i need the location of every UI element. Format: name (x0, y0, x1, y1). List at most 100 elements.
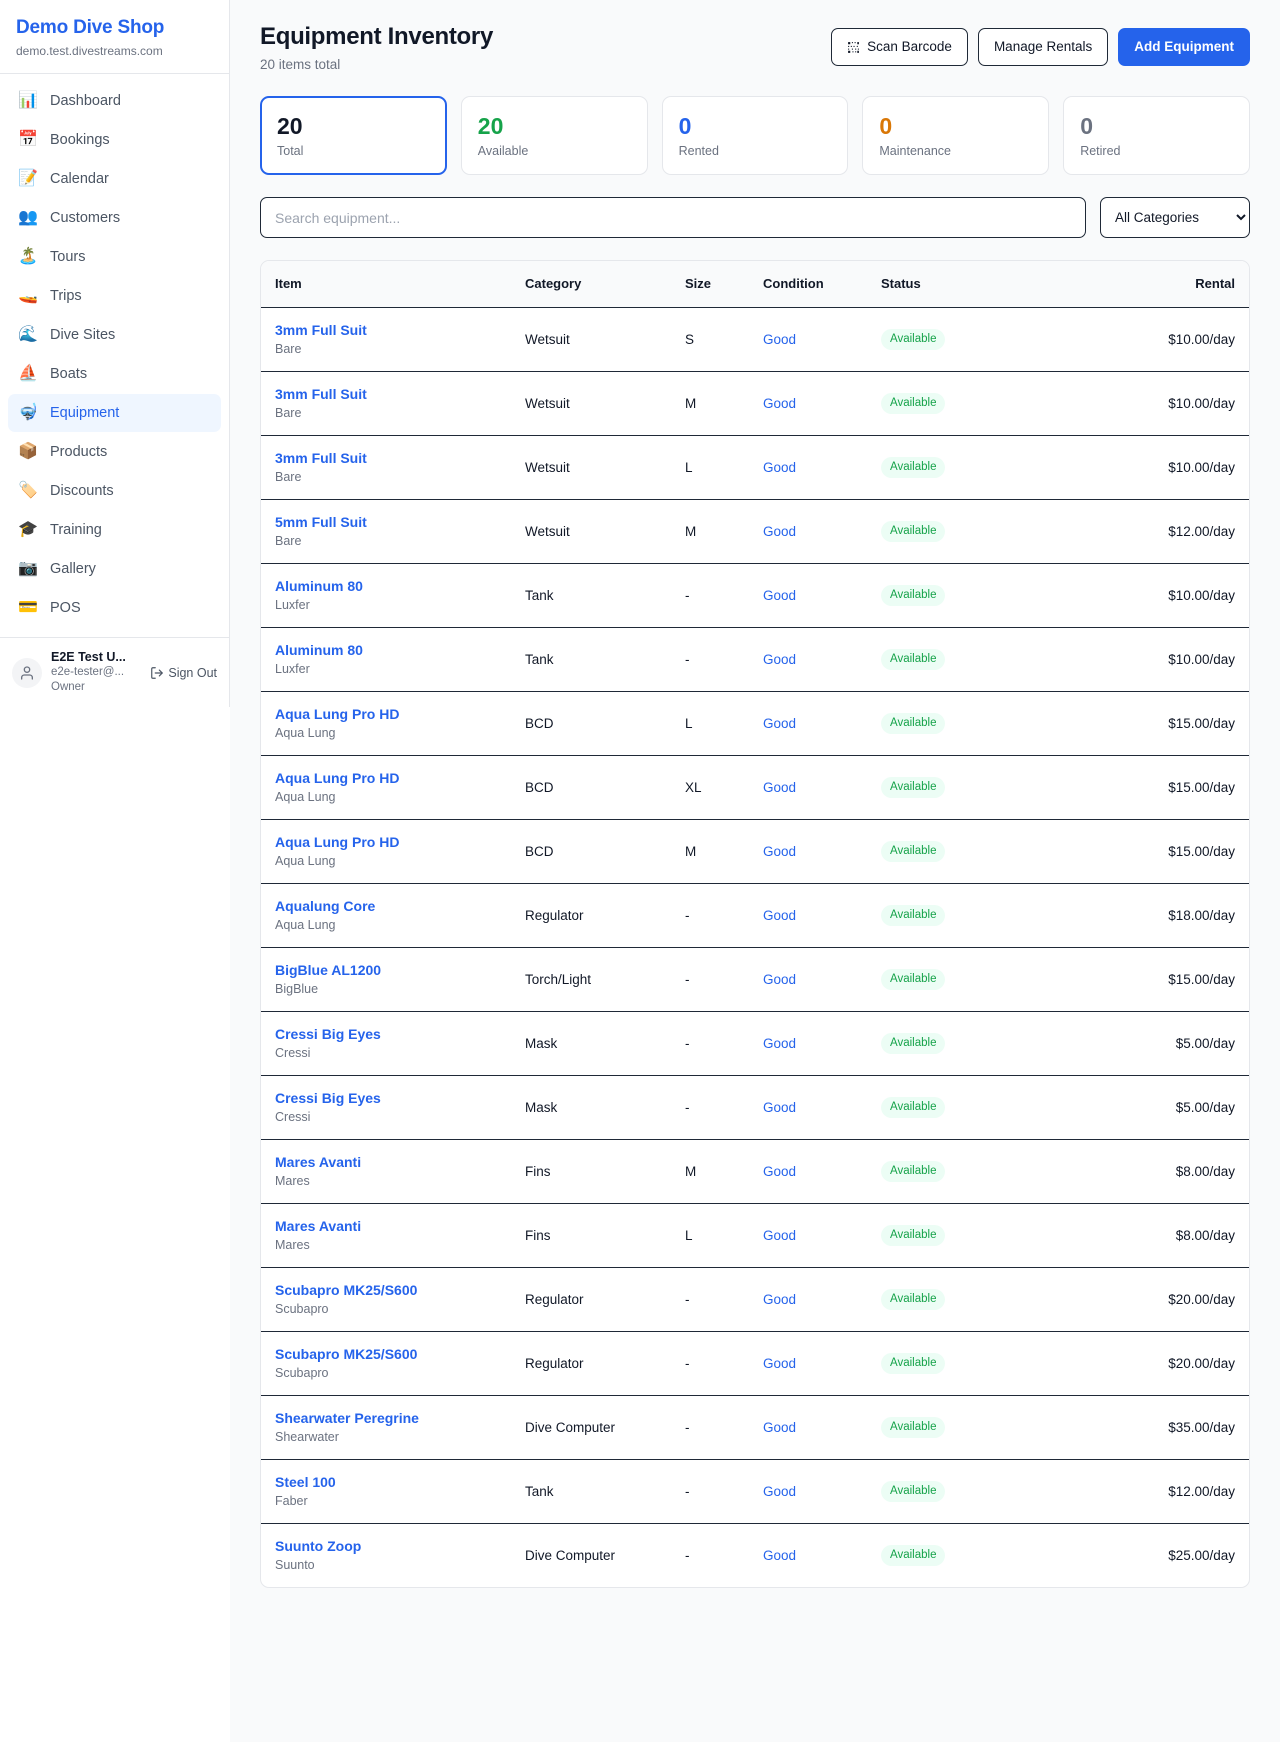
condition-link[interactable]: Good (763, 523, 797, 539)
table-row[interactable]: Aqualung Core Aqua Lung Regulator - Good Avai… (261, 883, 1249, 948)
sidebar-item-label: Training (50, 522, 102, 538)
sidebar-item-discounts[interactable]: 🏷️ Discounts (8, 472, 221, 510)
condition-link[interactable]: Good (763, 1227, 797, 1243)
item-name-link[interactable]: 3mm Full Suit (275, 386, 367, 402)
condition-link[interactable]: Good (763, 1163, 797, 1179)
table-row[interactable]: Steel 100 Faber Tank - Good Available $12.00/d… (261, 1459, 1249, 1524)
condition-link[interactable]: Good (763, 1483, 797, 1499)
table-row[interactable]: Suunto Zoop Suunto Dive Computer - Good Avail… (261, 1524, 1249, 1588)
item-name-link[interactable]: Suunto Zoop (275, 1538, 362, 1554)
table-row[interactable]: 3mm Full Suit Bare Wetsuit M Good Available $1… (261, 371, 1249, 436)
item-name-link[interactable]: Aluminum 80 (275, 578, 363, 594)
column-header-status[interactable]: Status (867, 261, 997, 308)
table-row[interactable]: 5mm Full Suit Bare Wetsuit M Good Available $1… (261, 499, 1249, 564)
table-row[interactable]: Mares Avanti Mares Fins L Good Available $8.00… (261, 1203, 1249, 1268)
sidebar-item-pos[interactable]: 💳 POS (8, 589, 221, 627)
condition-link[interactable]: Good (763, 459, 797, 475)
column-header-category[interactable]: Category (511, 261, 671, 308)
sign-out-button[interactable]: Sign Out (150, 666, 217, 680)
manage-rentals-button[interactable]: Manage Rentals (977, 28, 1109, 66)
condition-link[interactable]: Good (763, 395, 797, 411)
table-row[interactable]: Cressi Big Eyes Cressi Mask - Good Available $… (261, 1011, 1249, 1076)
condition-link[interactable]: Good (763, 651, 797, 667)
sidebar-item-gallery[interactable]: 📷 Gallery (8, 550, 221, 588)
sidebar-item-tours[interactable]: 🏝️ Tours (8, 238, 221, 276)
stat-card-total[interactable]: 20 Total (260, 96, 447, 175)
column-header-rental[interactable]: Rental (997, 261, 1249, 308)
scan-barcode-button[interactable]: Scan Barcode (831, 28, 968, 66)
sidebar-item-trips[interactable]: 🚤 Trips (8, 277, 221, 315)
cell-size: - (671, 1395, 749, 1460)
table-row[interactable]: Aqua Lung Pro HD Aqua Lung BCD M Good Availab… (261, 819, 1249, 884)
condition-link[interactable]: Good (763, 971, 797, 987)
item-name-link[interactable]: Scubapro MK25/S600 (275, 1282, 418, 1298)
stat-card-rented[interactable]: 0 Rented (661, 96, 849, 175)
item-name-link[interactable]: 5mm Full Suit (275, 514, 367, 530)
table-row[interactable]: Aqua Lung Pro HD Aqua Lung BCD L Good Availab… (261, 691, 1249, 756)
sidebar-item-label: Trips (50, 288, 82, 304)
item-name-link[interactable]: Shearwater Peregrine (275, 1410, 419, 1426)
condition-link[interactable]: Good (763, 1355, 797, 1371)
column-header-condition[interactable]: Condition (749, 261, 867, 308)
item-name-link[interactable]: Aqua Lung Pro HD (275, 770, 400, 786)
condition-link[interactable]: Good (763, 1291, 797, 1307)
stat-card-available[interactable]: 20 Available (460, 96, 648, 175)
condition-link[interactable]: Good (763, 907, 797, 923)
cell-item: Aqua Lung Pro HD Aqua Lung (261, 755, 511, 820)
table-row[interactable]: Aqua Lung Pro HD Aqua Lung BCD XL Good Availa… (261, 755, 1249, 820)
main-content: Equipment Inventory 20 items total (230, 0, 1280, 1742)
item-name-link[interactable]: BigBlue AL1200 (275, 962, 382, 978)
sidebar-item-training[interactable]: 🎓 Training (8, 511, 221, 549)
add-equipment-button[interactable]: Add Equipment (1118, 28, 1250, 66)
item-name-link[interactable]: Cressi Big Eyes (275, 1026, 381, 1042)
table-row[interactable]: Mares Avanti Mares Fins M Good Available $8.00… (261, 1139, 1249, 1204)
condition-link[interactable]: Good (763, 1035, 797, 1051)
page-subtitle: 20 items total (260, 57, 341, 72)
sidebar-item-equipment[interactable]: 🤿 Equipment (8, 394, 221, 432)
table-row[interactable]: BigBlue AL1200 BigBlue Torch/Light - Good Ava… (261, 947, 1249, 1012)
table-row[interactable]: Scubapro MK25/S600 Scubapro Regulator - Good… (261, 1331, 1249, 1396)
search-input[interactable] (260, 197, 1086, 238)
item-name-link[interactable]: Aqua Lung Pro HD (275, 834, 400, 850)
column-header-size[interactable]: Size (671, 261, 749, 308)
column-header-item[interactable]: Item (261, 261, 511, 308)
condition-link[interactable]: Good (763, 331, 797, 347)
table-row[interactable]: Scubapro MK25/S600 Scubapro Regulator - Good… (261, 1267, 1249, 1332)
sidebar-item-customers[interactable]: 👥 Customers (8, 199, 221, 237)
sidebar-item-bookings[interactable]: 📅 Bookings (8, 121, 221, 159)
table-row[interactable]: Aluminum 80 Luxfer Tank - Good Available $10.0… (261, 563, 1249, 628)
item-name-link[interactable]: Aluminum 80 (275, 642, 363, 658)
sidebar-item-dashboard[interactable]: 📊 Dashboard (8, 82, 221, 120)
stat-card-maintenance[interactable]: 0 Maintenance (862, 96, 1050, 175)
stat-card-retired[interactable]: 0 Retired (1063, 96, 1250, 175)
condition-link[interactable]: Good (763, 1099, 797, 1115)
item-name-link[interactable]: Mares Avanti (275, 1218, 362, 1234)
table-row[interactable]: 3mm Full Suit Bare Wetsuit S Good Available $1… (261, 307, 1249, 372)
sidebar-item-calendar[interactable]: 📝 Calendar (8, 160, 221, 198)
item-name-link[interactable]: 3mm Full Suit (275, 322, 367, 338)
table-row[interactable]: Cressi Big Eyes Cressi Mask - Good Available $… (261, 1075, 1249, 1140)
table-row[interactable]: 3mm Full Suit Bare Wetsuit L Good Available $1… (261, 435, 1249, 500)
item-name-link[interactable]: Cressi Big Eyes (275, 1090, 381, 1106)
condition-link[interactable]: Good (763, 843, 797, 859)
item-name-link[interactable]: Mares Avanti (275, 1154, 362, 1170)
condition-link[interactable]: Good (763, 779, 797, 795)
cell-rental: $15.00/day (997, 755, 1249, 820)
condition-link[interactable]: Good (763, 1547, 797, 1563)
item-name-link[interactable]: 3mm Full Suit (275, 450, 367, 466)
condition-link[interactable]: Good (763, 1419, 797, 1435)
category-filter-select[interactable]: All Categories (1100, 197, 1250, 238)
sidebar-item-boats[interactable]: ⛵ Boats (8, 355, 221, 393)
item-name-link[interactable]: Aqua Lung Pro HD (275, 706, 400, 722)
table-row[interactable]: Aluminum 80 Luxfer Tank - Good Available $10.0… (261, 627, 1249, 692)
item-name-link[interactable]: Aqualung Core (275, 898, 376, 914)
table-row[interactable]: Shearwater Peregrine Shearwater Dive Compu… (261, 1395, 1249, 1460)
sidebar-item-products[interactable]: 📦 Products (8, 433, 221, 471)
sidebar-item-dive-sites[interactable]: 🌊 Dive Sites (8, 316, 221, 354)
condition-link[interactable]: Good (763, 715, 797, 731)
item-brand: Scubapro (275, 1302, 329, 1316)
condition-link[interactable]: Good (763, 587, 797, 603)
cell-category: Regulator (511, 1267, 671, 1332)
item-name-link[interactable]: Steel 100 (275, 1474, 336, 1490)
item-name-link[interactable]: Scubapro MK25/S600 (275, 1346, 418, 1362)
